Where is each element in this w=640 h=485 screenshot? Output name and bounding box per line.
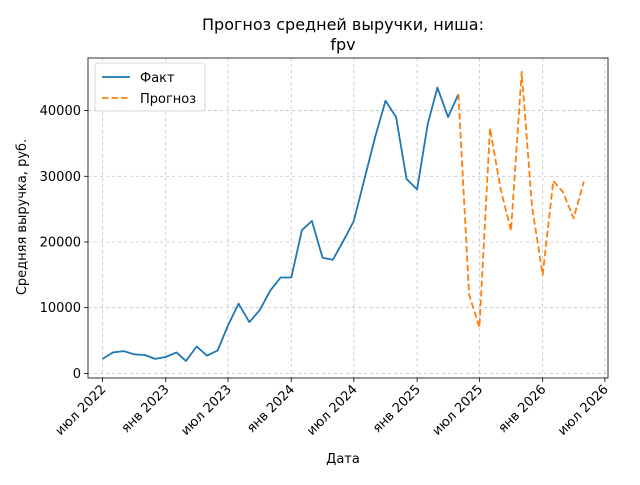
legend: Факт Прогноз	[94, 62, 206, 112]
y-tick-label: 40000	[40, 104, 81, 119]
y-axis-label: Средняя выручка, руб.	[15, 139, 30, 295]
legend-fact-label: Факт	[140, 71, 175, 86]
legend-forecast-label: Прогноз	[140, 92, 196, 107]
y-tick-label: 0	[73, 367, 81, 382]
x-axis-label: Дата	[326, 452, 360, 467]
series-lines	[101, 70, 585, 362]
chart-subtitle: fpv	[330, 35, 355, 54]
axes-frame	[87, 57, 609, 379]
y-tick-label: 30000	[40, 170, 81, 185]
forecast-series-line	[457, 70, 585, 329]
legend-box	[94, 62, 206, 112]
fact-series-line	[101, 86, 460, 362]
y-tick-label: 10000	[40, 301, 81, 316]
chart-title: Прогноз средней выручки, ниша:	[202, 15, 484, 34]
y-tick-label: 20000	[40, 235, 81, 250]
